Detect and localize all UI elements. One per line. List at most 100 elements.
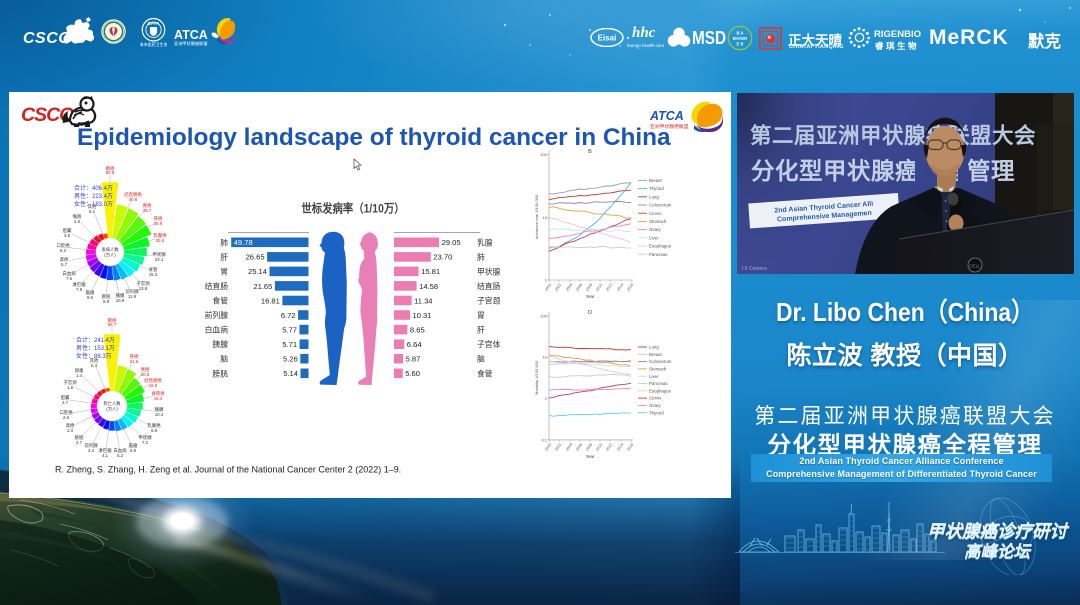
svg-text:2006: 2006 xyxy=(575,443,583,452)
svg-text:Pancreas: Pancreas xyxy=(649,252,668,257)
svg-text:淋巴瘤: 淋巴瘤 xyxy=(72,281,86,288)
svg-text:2008: 2008 xyxy=(585,283,593,292)
svg-text:Liver: Liver xyxy=(649,374,659,379)
svg-text:2010: 2010 xyxy=(595,283,603,292)
svg-text:10.4: 10.4 xyxy=(155,412,164,417)
svg-text:Thyroid: Thyroid xyxy=(649,410,664,415)
svg-text:胃: 胃 xyxy=(220,267,228,276)
svg-text:35.6: 35.6 xyxy=(156,238,165,243)
svg-text:子宫体: 子宫体 xyxy=(477,339,501,349)
svg-text:39.7: 39.7 xyxy=(143,208,152,213)
svg-text:食管: 食管 xyxy=(149,266,158,273)
svg-text:LII Camera: LII Camera xyxy=(742,266,767,272)
svg-text:白血病: 白血病 xyxy=(62,270,76,277)
svg-text:男性：153.1万: 男性：153.1万 xyxy=(76,344,115,352)
svg-text:结直肠: 结直肠 xyxy=(205,281,229,291)
svg-text:5.26: 5.26 xyxy=(283,355,298,364)
svg-text:食管癌: 食管癌 xyxy=(151,390,165,397)
svg-text:胃癌: 胃癌 xyxy=(143,202,152,209)
svg-text:子宫颈: 子宫颈 xyxy=(477,296,501,306)
svg-text:4.1: 4.1 xyxy=(102,453,109,458)
svg-text:100: 100 xyxy=(540,313,547,318)
svg-text:65.7: 65.7 xyxy=(108,322,117,327)
svg-text:6.8: 6.8 xyxy=(151,428,158,433)
svg-text:1.8: 1.8 xyxy=(67,385,74,390)
svg-text:7.8: 7.8 xyxy=(76,287,83,292)
svg-text:E R: E R xyxy=(737,41,744,46)
svg-text:Pancreas: Pancreas xyxy=(649,381,668,386)
svg-text:胰腺: 胰腺 xyxy=(155,406,164,413)
svg-text:2012: 2012 xyxy=(605,283,613,292)
svg-text:喉癌: 喉癌 xyxy=(73,213,82,220)
svg-text:女性：88.3万: 女性：88.3万 xyxy=(76,352,112,360)
svg-text:胆囊: 胆囊 xyxy=(63,227,72,234)
svg-text:10.31: 10.31 xyxy=(413,311,432,320)
svg-text:发病人数: 发病人数 xyxy=(101,246,119,253)
svg-text:16.81: 16.81 xyxy=(261,296,280,305)
svg-text:2000: 2000 xyxy=(544,443,552,452)
svg-text:子宫颈: 子宫颈 xyxy=(136,280,150,287)
svg-text:BAYER: BAYER xyxy=(733,36,747,41)
svg-text:7.6: 7.6 xyxy=(66,276,73,281)
svg-text:36.9: 36.9 xyxy=(154,221,163,226)
svg-text:B: B xyxy=(588,149,592,155)
svg-text:肺: 肺 xyxy=(477,253,485,262)
svg-text:胰腺: 胰腺 xyxy=(116,292,125,299)
svg-text:分化型甲状腺癌全程管理: 分化型甲状腺癌全程管理 xyxy=(751,157,1015,184)
svg-text:1: 1 xyxy=(545,278,548,283)
svg-text:10.8: 10.8 xyxy=(116,298,125,303)
svg-text:世标发病率（1/10万）: 世标发病率（1/10万） xyxy=(301,201,404,216)
svg-text:3.6: 3.6 xyxy=(64,233,71,238)
svg-text:其他: 其他 xyxy=(88,203,97,210)
svg-text:100: 100 xyxy=(540,152,547,157)
svg-text:D: D xyxy=(588,310,592,316)
svg-text:2012: 2012 xyxy=(605,443,613,452)
svg-text:肺癌: 肺癌 xyxy=(108,317,117,324)
svg-text:SPPA: SPPA xyxy=(148,21,161,26)
svg-text:甲状腺: 甲状腺 xyxy=(477,266,501,276)
svg-text:2016: 2016 xyxy=(626,443,634,452)
svg-text:23.1: 23.1 xyxy=(155,257,164,262)
svg-text:合计：406.4万: 合计：406.4万 xyxy=(74,184,113,192)
svg-text:20.5: 20.5 xyxy=(141,372,150,377)
svg-text:男性：223.4万: 男性：223.4万 xyxy=(74,192,113,200)
svg-text:膀胱: 膀胱 xyxy=(102,293,111,300)
svg-text:2.7: 2.7 xyxy=(62,400,69,405)
svg-text:肝: 肝 xyxy=(477,326,485,335)
svg-text:ATCA: ATCA xyxy=(650,109,684,123)
svg-text:Esophagus: Esophagus xyxy=(649,244,672,249)
svg-text:前列腺: 前列腺 xyxy=(205,310,229,320)
svg-text:Stomach: Stomach xyxy=(649,367,667,372)
svg-text:2.6: 2.6 xyxy=(63,415,70,420)
svg-text:肾癌: 肾癌 xyxy=(60,256,69,263)
svg-text:Eisai: Eisai xyxy=(598,34,617,43)
svg-text:6.64: 6.64 xyxy=(407,340,422,349)
svg-text:2014: 2014 xyxy=(616,283,624,292)
svg-text:结直肠癌: 结直肠癌 xyxy=(144,377,162,384)
svg-text:Lung: Lung xyxy=(649,345,659,350)
svg-text:(万人): (万人) xyxy=(104,253,116,259)
svg-text:15.4: 15.4 xyxy=(154,396,163,401)
svg-text:合计：241.4万: 合计：241.4万 xyxy=(76,336,115,344)
svg-text:15.3: 15.3 xyxy=(149,272,158,277)
svg-text:5.77: 5.77 xyxy=(282,325,297,334)
svg-text:子宫颈: 子宫颈 xyxy=(63,379,77,386)
svg-text:脑: 脑 xyxy=(477,354,485,364)
svg-text:8.65: 8.65 xyxy=(410,325,425,334)
svg-text:5.2: 5.2 xyxy=(60,248,67,253)
svg-text:(万人): (万人) xyxy=(106,407,118,413)
svg-text:胰腺: 胰腺 xyxy=(212,339,228,349)
svg-text:脑瘤: 脑瘤 xyxy=(129,442,138,449)
svg-text:11.34: 11.34 xyxy=(414,296,432,305)
svg-text:乳腺: 乳腺 xyxy=(477,237,493,247)
svg-text:29.05: 29.05 xyxy=(442,238,461,247)
svg-text:2.6: 2.6 xyxy=(74,219,81,224)
svg-text:食管: 食管 xyxy=(212,296,228,306)
svg-text:上海市医药卫生协会: 上海市医药卫生协会 xyxy=(140,41,167,47)
svg-text:Mortality 1/100 000: Mortality 1/100 000 xyxy=(534,360,539,395)
svg-text:淋巴瘤: 淋巴瘤 xyxy=(98,447,112,454)
svg-text:2016: 2016 xyxy=(626,283,634,292)
svg-text:B A: B A xyxy=(736,30,743,35)
svg-text:肺癌: 肺癌 xyxy=(106,165,115,172)
svg-text:Breast: Breast xyxy=(649,352,662,357)
